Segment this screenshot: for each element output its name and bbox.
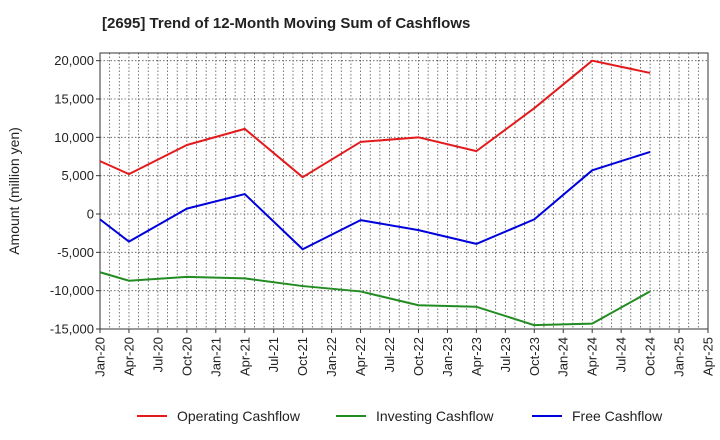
- axes: [96, 52, 709, 333]
- x-tick-label: Oct-20: [179, 337, 194, 376]
- x-tick-label: Oct-24: [643, 337, 658, 376]
- y-tick-label: -5,000: [57, 245, 94, 260]
- legend: Operating Cashflow Investing Cashflow Free…: [0, 406, 720, 426]
- x-tick-label: Apr-22: [353, 337, 368, 376]
- legend-label: Free Cashflow: [572, 408, 663, 424]
- legend-label: Operating Cashflow: [177, 408, 300, 424]
- x-tick-label: Apr-21: [237, 337, 252, 376]
- x-tick-label: Apr-25: [701, 337, 716, 376]
- legend-item: Free Cashflow: [532, 406, 662, 426]
- y-axis-label: Amount (million yen): [6, 127, 22, 255]
- legend-item: Investing Cashflow: [336, 406, 494, 426]
- x-tick-label: Oct-23: [527, 337, 542, 376]
- series-line-investing-cashflow: [99, 271, 651, 327]
- x-tick-label: Jan-20: [93, 337, 108, 377]
- series-line-operating-cashflow: [99, 59, 651, 179]
- x-tick-label: Jul-24: [614, 337, 629, 372]
- series-line-free-cashflow: [99, 150, 651, 251]
- y-tick-label: 0: [87, 207, 94, 222]
- x-tick-label: Jul-20: [150, 337, 165, 372]
- legend-swatch: [532, 415, 562, 417]
- x-tick-label: Jan-21: [208, 337, 223, 377]
- x-tick-labels: Jan-20 Apr-20 Jul-20 Oct-20 Jan-21 Apr-21 Jul-…: [93, 337, 716, 377]
- legend-item: Operating Cashflow: [137, 406, 300, 426]
- x-tick-label: Jul-21: [266, 337, 281, 372]
- x-tick-label: Jan-24: [556, 337, 571, 377]
- series-lines: [99, 59, 651, 327]
- y-tick-label: -15,000: [50, 322, 94, 337]
- x-tick-label: Oct-22: [411, 337, 426, 376]
- grid-lines: [99, 53, 709, 330]
- legend-swatch: [137, 415, 167, 417]
- legend-swatch: [336, 415, 366, 417]
- x-tick-label: Jan-22: [324, 337, 339, 377]
- x-tick-label: Oct-21: [295, 337, 310, 376]
- x-tick-label: Jan-23: [440, 337, 455, 377]
- x-tick-label: Jan-25: [672, 337, 687, 377]
- y-tick-label: -10,000: [50, 283, 94, 298]
- x-tick-label: Jul-22: [382, 337, 397, 372]
- y-tick-labels: -15,000 -10,000 -5,000 0 5,000 10,000 15,000 20…: [50, 53, 94, 336]
- x-tick-label: Jul-23: [498, 337, 513, 372]
- y-tick-label: 5,000: [61, 168, 94, 183]
- y-tick-label: 20,000: [54, 53, 94, 68]
- chart-title: [2695] Trend of 12-Month Moving Sum of C…: [102, 15, 471, 32]
- x-tick-label: Apr-24: [585, 337, 600, 376]
- x-tick-label: Apr-20: [121, 337, 136, 376]
- y-tick-label: 15,000: [54, 92, 94, 107]
- y-tick-label: 10,000: [54, 130, 94, 145]
- x-tick-label: Apr-23: [469, 337, 484, 376]
- legend-label: Investing Cashflow: [376, 408, 494, 424]
- plot-frame: [99, 52, 709, 330]
